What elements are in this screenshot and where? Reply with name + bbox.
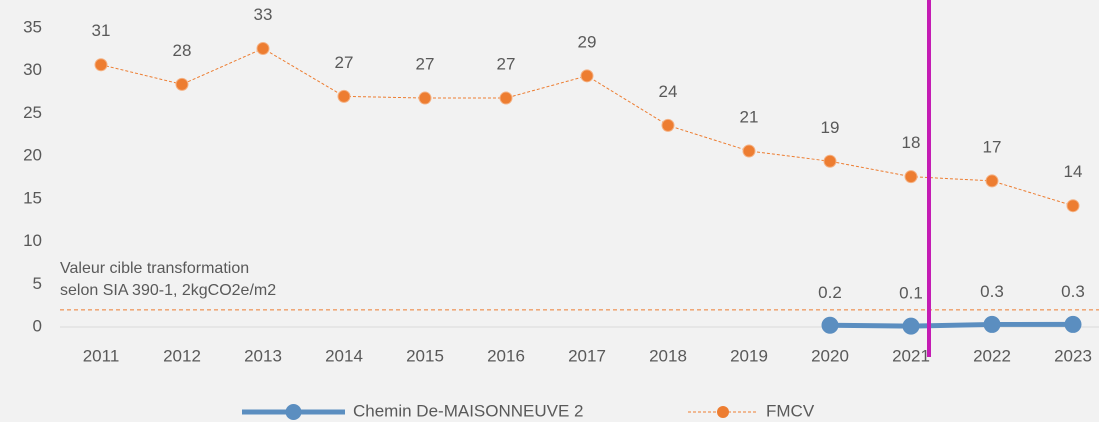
legend-marker: [285, 404, 302, 420]
point: [661, 118, 675, 132]
x-tick-label: 2020: [811, 346, 849, 365]
point: [904, 170, 918, 184]
point: [499, 91, 513, 105]
x-tick-label: 2023: [1054, 346, 1092, 365]
legend-label: Chemin De-MAISONNEUVE 2: [353, 401, 584, 420]
legend-marker: [717, 406, 729, 418]
x-tick-label: 2013: [244, 346, 282, 365]
point: [256, 42, 270, 56]
data-label: 29: [578, 32, 597, 51]
x-tick-label: 2022: [973, 346, 1011, 365]
data-label: 19: [821, 118, 840, 137]
data-label: 0.3: [1061, 282, 1085, 301]
point: [1064, 315, 1082, 333]
x-tick-label: 2019: [730, 346, 768, 365]
point: [983, 315, 1001, 333]
data-label: 0.1: [899, 284, 923, 303]
point: [1066, 199, 1080, 213]
data-label: 27: [416, 55, 435, 74]
data-label: 33: [254, 5, 273, 24]
point: [821, 316, 839, 334]
y-tick-label: 35: [23, 17, 42, 36]
data-label: 21: [740, 108, 759, 127]
data-label: 18: [902, 133, 921, 152]
point: [742, 144, 756, 158]
x-tick-label: 2012: [163, 346, 201, 365]
y-tick-label: 15: [23, 188, 42, 207]
data-label: 14: [1064, 162, 1083, 181]
point: [175, 77, 189, 91]
point: [580, 69, 594, 83]
point: [337, 89, 351, 103]
legend-label: FMCV: [766, 401, 815, 420]
data-label: 17: [983, 137, 1002, 156]
data-label: 0.2: [818, 283, 842, 302]
reference-label: Valeur cible transformation: [60, 260, 249, 277]
x-tick-label: 2017: [568, 346, 606, 365]
x-tick-label: 2021: [892, 346, 930, 365]
data-label: 28: [173, 41, 192, 60]
y-tick-label: 0: [33, 316, 42, 335]
point: [94, 58, 108, 72]
point: [985, 174, 999, 188]
data-label: 31: [92, 21, 111, 40]
data-label: 0.3: [980, 282, 1004, 301]
point: [823, 154, 837, 168]
x-tick-label: 2016: [487, 346, 525, 365]
y-tick-label: 5: [33, 274, 42, 293]
y-tick-label: 30: [23, 60, 42, 79]
x-tick-label: 2015: [406, 346, 444, 365]
y-tick-label: 25: [23, 103, 42, 122]
point: [902, 317, 920, 335]
data-label: 24: [659, 82, 678, 101]
point: [418, 91, 432, 105]
reference-label: selon SIA 390-1, 2kgCO2e/m2: [60, 282, 276, 299]
x-tick-label: 2011: [83, 346, 120, 365]
x-tick-label: 2018: [649, 346, 687, 365]
data-label: 27: [335, 53, 354, 72]
y-tick-label: 10: [23, 231, 42, 250]
data-label: 27: [497, 55, 516, 74]
y-tick-label: 20: [23, 146, 42, 165]
series-line: [829, 321, 1073, 329]
x-tick-label: 2014: [325, 346, 363, 365]
